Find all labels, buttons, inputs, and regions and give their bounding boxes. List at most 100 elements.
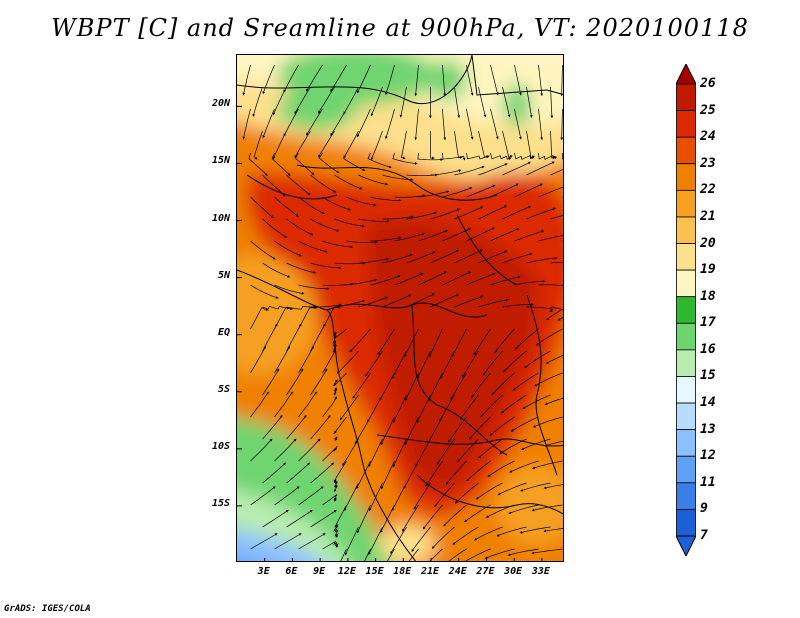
colorbar-segment [676,243,696,271]
streamline [496,526,527,537]
streamline [400,130,407,160]
streamline [358,218,390,223]
colorbar-segment [676,163,696,191]
streamline [507,548,539,556]
streamline [538,235,563,242]
streamline [538,64,544,97]
streamline [499,438,527,455]
grads-credit: GrADS: IGES/COLA [4,604,91,614]
colorbar-segment [676,402,696,431]
streamline [497,482,527,496]
streamline [272,86,287,116]
streamline [406,173,438,177]
streamline [494,328,515,354]
streamline [550,86,554,119]
streamline [286,462,311,484]
streamline [414,64,419,97]
streamline [475,482,503,500]
streamline [322,540,339,550]
streamline [484,548,515,559]
streamline [317,86,335,114]
streamline [346,240,378,244]
streamline [538,152,558,160]
streamline [430,130,435,160]
colorbar-label: 15 [700,368,716,384]
streamline [352,372,371,399]
streamline [531,460,563,470]
streamlines [242,64,563,561]
streamline [520,482,551,492]
streamline [368,526,383,556]
streamline [464,504,491,523]
streamline [298,284,330,291]
streamline [478,205,507,220]
streamline [392,482,407,511]
colorbar-label: 23 [700,155,716,171]
streamline [334,218,365,228]
streamline [330,64,347,92]
streamline [367,394,383,423]
streamline [454,249,483,264]
streamline [272,130,287,160]
streamline [526,86,533,118]
streamline [385,64,395,96]
colorbar-bottom-arrow [676,535,696,556]
streamline [370,86,383,117]
colorbar-segment [676,83,696,111]
colorbar-label: 17 [700,315,716,331]
streamline [526,207,556,220]
streamline [343,152,366,171]
streamline [380,416,395,446]
streamline [442,108,447,141]
lon-tick-label: 18E [393,566,412,577]
streamline [502,130,513,158]
streamline [430,293,460,308]
streamline [560,108,563,141]
streamline [502,303,534,308]
coastlines-and-borders [237,55,563,561]
streamline [425,460,443,488]
streamline [422,504,443,530]
streamline [545,306,563,321]
streamline [274,486,300,506]
streamline [512,372,539,391]
streamline [468,416,491,440]
streamline [252,86,263,117]
streamline [283,64,299,93]
streamline [403,460,419,489]
streamline [418,271,447,286]
streamline [286,368,304,396]
streamline [450,372,467,401]
streamline [310,218,340,232]
streamline [452,526,479,545]
streamline [262,218,288,239]
streamline [478,130,489,159]
streamline [514,108,522,140]
streamline [466,64,474,96]
colorbar-label: 20 [700,235,716,251]
streamline [445,460,467,485]
colorbar-label: 21 [700,208,716,224]
lat-tick-label: EQ [217,326,230,338]
streamline [438,394,455,423]
streamline [274,438,297,462]
streamline [418,190,450,198]
streamline [242,64,251,96]
border-line [456,214,518,286]
streamline [514,152,535,160]
streamline [454,86,461,119]
streamline [305,64,323,92]
colorbar-segment [676,189,696,218]
streamline [431,526,455,549]
colorbar-segment [676,269,696,298]
streamline [478,163,508,176]
streamline [317,130,335,158]
streamline [334,174,363,190]
streamline [346,278,378,286]
colorbar-label: 13 [700,421,716,437]
streamline [262,108,275,139]
streamline [490,183,519,198]
border-line [471,55,563,96]
map-panel [236,54,564,562]
lat-tick-label: 5S [217,383,230,395]
